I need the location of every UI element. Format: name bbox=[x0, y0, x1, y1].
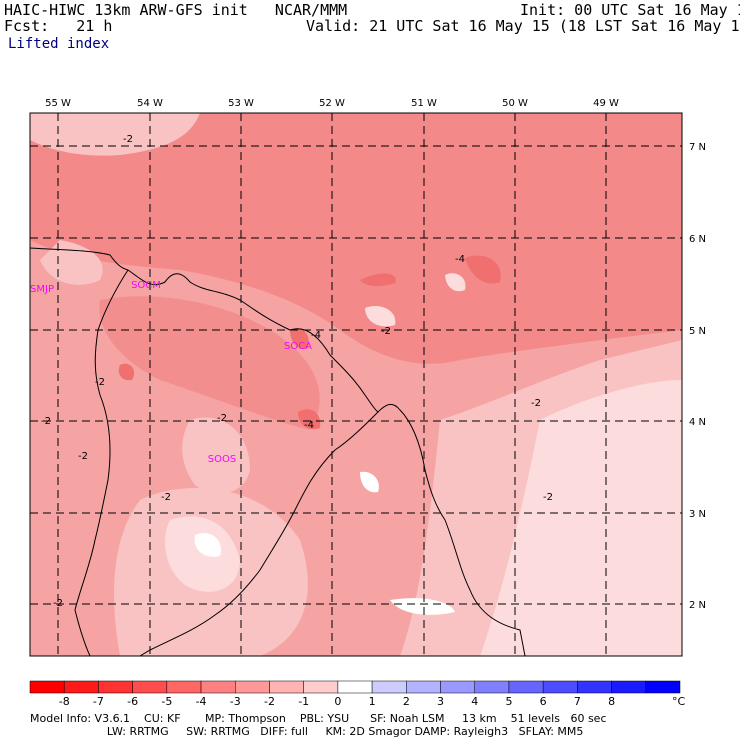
colorbar-tick-label: -8 bbox=[58, 695, 70, 708]
lon-label: 55 W bbox=[45, 98, 71, 109]
colorbar-tick-label: 7 bbox=[573, 695, 581, 708]
lon-label: 52 W bbox=[319, 98, 345, 109]
latitude-labels: 7 N 6 N 5 N 4 N 3 N 2 N bbox=[689, 142, 706, 611]
contour-label: -4 bbox=[311, 330, 321, 341]
colorbar-swatch bbox=[166, 680, 202, 694]
colorbar-swatch bbox=[337, 680, 373, 694]
colorbar-tick-label: 3 bbox=[437, 695, 445, 708]
colorbar-tick-label: -1 bbox=[298, 695, 310, 708]
colorbar-tick-label: 5 bbox=[505, 695, 513, 708]
colorbar-swatch bbox=[440, 680, 475, 694]
station-label: SOOS bbox=[208, 454, 236, 465]
colorbar-swatch bbox=[269, 680, 304, 694]
colorbar-swatch bbox=[611, 680, 647, 694]
lon-label: 53 W bbox=[228, 98, 254, 109]
station-label: SMJP bbox=[30, 284, 54, 295]
colorbar-tick-label: -6 bbox=[127, 695, 139, 708]
colorbar-swatch bbox=[29, 680, 65, 694]
contour-label: -4 bbox=[304, 420, 314, 431]
colorbar-tick-label: 4 bbox=[471, 695, 479, 708]
contour-labels: -2 -2 -2 -2 -2 -2 -2 -2 -2 -2 -4 -4 -4 bbox=[41, 134, 553, 609]
graticule bbox=[30, 113, 682, 656]
colorbar-swatch bbox=[200, 680, 236, 694]
forecast-hour: Fcst: 21 h bbox=[4, 17, 113, 35]
colorbar-tick-label: 1 bbox=[368, 695, 376, 708]
lon-label: 50 W bbox=[502, 98, 528, 109]
contour-label: -2 bbox=[53, 598, 63, 609]
colorbar-swatch bbox=[63, 680, 99, 694]
contour-label: -2 bbox=[78, 451, 88, 462]
model-title: HAIC-HIWC 13km ARW-GFS init NCAR/MMM bbox=[4, 1, 348, 19]
contour-label: -2 bbox=[543, 492, 553, 503]
colorbar-swatch bbox=[235, 680, 270, 694]
colorbar-tick-label: -5 bbox=[161, 695, 173, 708]
map-frame bbox=[29, 112, 683, 657]
lat-label: 7 N bbox=[689, 142, 706, 153]
colorbar-tick-label: 8 bbox=[608, 695, 616, 708]
lat-label: 3 N bbox=[689, 509, 706, 520]
colorbar-tick-label: 6 bbox=[539, 695, 547, 708]
colorbar-tick-label: 0 bbox=[334, 695, 342, 708]
station-label: SOCA bbox=[284, 341, 312, 352]
init-time: Init: 00 UTC Sat 16 May 15 bbox=[520, 1, 740, 19]
colorbar-swatch bbox=[645, 680, 681, 694]
lat-label: 4 N bbox=[689, 417, 706, 428]
colorbar-swatch bbox=[508, 680, 544, 694]
colorbar-swatch bbox=[132, 680, 168, 694]
station-label: SOCM bbox=[131, 280, 161, 291]
field-name: Lifted index bbox=[8, 36, 110, 52]
lat-label: 2 N bbox=[689, 600, 706, 611]
model-info-line1: Model Info: V3.6.1 CU: KF MP: Thompson P… bbox=[30, 712, 607, 725]
colorbar-swatch bbox=[371, 680, 407, 694]
colorbar-tick-label: 2 bbox=[402, 695, 410, 708]
model-info-line2: LW: RRTMG SW: RRTMG DIFF: full KM: 2D Sm… bbox=[30, 725, 584, 738]
lon-label: 49 W bbox=[593, 98, 619, 109]
valid-time: Valid: 21 UTC Sat 16 May 15 (18 LST Sat … bbox=[306, 17, 740, 35]
contour-label: -2 bbox=[95, 377, 105, 388]
contour-label: -2 bbox=[381, 326, 391, 337]
lon-label: 54 W bbox=[137, 98, 163, 109]
lat-label: 6 N bbox=[689, 234, 706, 245]
colorbar-swatch bbox=[98, 680, 133, 694]
colorbar-swatch bbox=[406, 680, 441, 694]
colorbar-tick-label: -7 bbox=[92, 695, 104, 708]
lon-label: 51 W bbox=[411, 98, 437, 109]
contour-label: -4 bbox=[455, 254, 465, 265]
longitude-labels: 55 W 54 W 53 W 52 W 51 W 50 W 49 W bbox=[45, 98, 619, 109]
contour-label: -2 bbox=[531, 398, 541, 409]
colorbar-swatch bbox=[303, 680, 339, 694]
colorbar bbox=[29, 680, 681, 694]
colorbar-swatch bbox=[577, 680, 612, 694]
stations: SMJP SOCM SOCA SOOS bbox=[30, 280, 312, 465]
colorbar-tick-label: -2 bbox=[263, 695, 275, 708]
lat-label: 5 N bbox=[689, 326, 706, 337]
contour-label: -2 bbox=[123, 134, 133, 145]
colorbar-swatch bbox=[542, 680, 578, 694]
contour-label: -2 bbox=[217, 413, 227, 424]
contour-label: -2 bbox=[161, 492, 171, 503]
shaded-field bbox=[30, 113, 682, 656]
colorbar-unit: °C bbox=[672, 695, 686, 708]
colorbar-tick-label: -3 bbox=[229, 695, 241, 708]
contour-label: -2 bbox=[41, 416, 51, 427]
colorbar-tick-label: -4 bbox=[195, 695, 207, 708]
colorbar-swatch bbox=[474, 680, 510, 694]
